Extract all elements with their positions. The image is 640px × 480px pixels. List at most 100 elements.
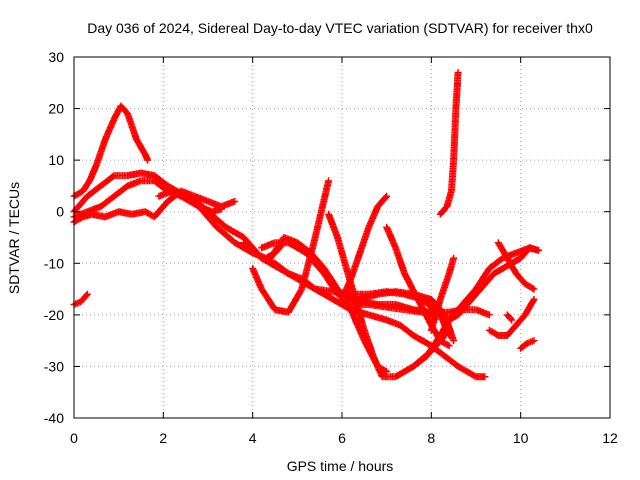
data-point-markers [271,259,291,277]
series-arc-21 [485,295,538,339]
data-point-markers [517,340,530,352]
data-point-markers [204,208,229,230]
series-arc-8 [249,177,333,316]
y-tick-label: 10 [48,152,64,168]
x-tick-label: 0 [70,430,78,446]
chart-title: Day 036 of 2024, Sidereal Day-to-day VTE… [87,20,593,36]
data-point-markers [427,297,444,334]
x-axis-title: GPS time / hours [287,458,394,474]
data-point-markers [249,264,265,292]
data-point-markers [83,183,104,200]
y-tick-label: -20 [44,307,64,323]
data-point-markers [133,136,149,158]
data-point-markers [124,177,143,190]
data-point-markers [150,199,171,221]
data-point-markers [452,68,462,113]
data-point-markers [512,312,528,329]
data-point-markers [101,116,118,143]
data-point-markers [443,189,455,211]
x-tick-label: 6 [338,430,346,446]
data-point-markers [521,295,538,319]
series-arc-20 [494,239,538,293]
data-point-markers [436,204,450,218]
data-point-markers [347,306,368,343]
data-point-markers [374,192,391,211]
data-point-markers [503,311,516,324]
data-point-markers [79,178,93,195]
data-point-markers [410,332,434,349]
data-point-markers [441,352,461,369]
data-point-markers [311,177,333,241]
axis-ticks [73,56,611,419]
data-point-markers [150,172,171,189]
y-tick-label: 30 [48,49,64,65]
data-point-markers [512,270,528,287]
data-point-markers [365,311,389,324]
data-point-markers [284,286,305,316]
data-point-markers [115,208,135,218]
data-point-markers [124,169,143,180]
x-tick-label: 10 [513,430,529,446]
y-tick-label: -40 [44,410,64,426]
data-point-markers [86,163,100,185]
series-arc-19 [441,244,543,329]
data-point-markers [360,326,377,359]
data-point-markers [472,306,493,319]
data-point-markers [454,362,470,375]
data-point-markers [374,288,398,298]
x-tick-label: 8 [427,430,435,446]
data-point-markers [392,244,408,276]
data-point-markers [463,286,483,308]
data-point-markers [410,353,430,370]
data-point-markers [396,321,416,338]
data-point-markers [441,307,461,329]
data-point-markers [217,197,239,211]
data-point-markers [293,239,313,256]
x-tick-label: 12 [602,430,618,446]
data-point-markers [414,295,435,328]
data-point-markers [485,326,501,339]
data-point-markers [521,280,538,293]
data-point-markers [356,291,380,303]
data-point-markers [101,208,121,221]
data-point-markers [320,264,341,292]
data-point-markers [445,254,458,278]
data-point-markers [124,110,140,142]
data-series [70,68,543,381]
data-point-markers [92,137,109,169]
data-point-markers [267,235,287,262]
data-point-markers [472,373,489,381]
data-point-markers [450,106,460,164]
data-point-markers [347,251,363,283]
data-point-markers [490,263,510,278]
data-point-markers [186,192,211,215]
series-arc-22 [503,311,516,324]
data-point-markers [494,239,510,261]
data-point-markers [325,210,341,240]
data-point-markers [88,210,108,221]
data-point-markers [365,204,381,231]
data-point-markers [436,337,453,350]
data-point-markers [77,290,91,306]
data-point-markers [150,177,171,194]
series-arc-1 [70,102,152,200]
data-point-markers [503,254,519,276]
data-point-markers [454,286,479,314]
data-point-markers [97,173,117,190]
y-tick-label: -30 [44,358,64,374]
data-point-markers [477,271,497,293]
y-tick-label: -10 [44,255,64,271]
data-point-markers [307,249,327,271]
data-point-markers [302,249,327,276]
data-point-markers [117,102,130,116]
data-point-markers [356,225,372,257]
data-point-markers [142,151,152,164]
series-arc-17 [427,254,458,334]
y-tick-labels: -40 -30 -20 -10 0 10 20 30 [44,49,64,426]
y-axis-title: SDTVAR / TECUs [6,182,22,294]
data-point-markers [423,333,443,360]
data-point-markers [526,244,543,254]
data-point-markers [401,270,421,302]
series-arc-18 [436,68,462,218]
data-point-markers [369,352,386,379]
